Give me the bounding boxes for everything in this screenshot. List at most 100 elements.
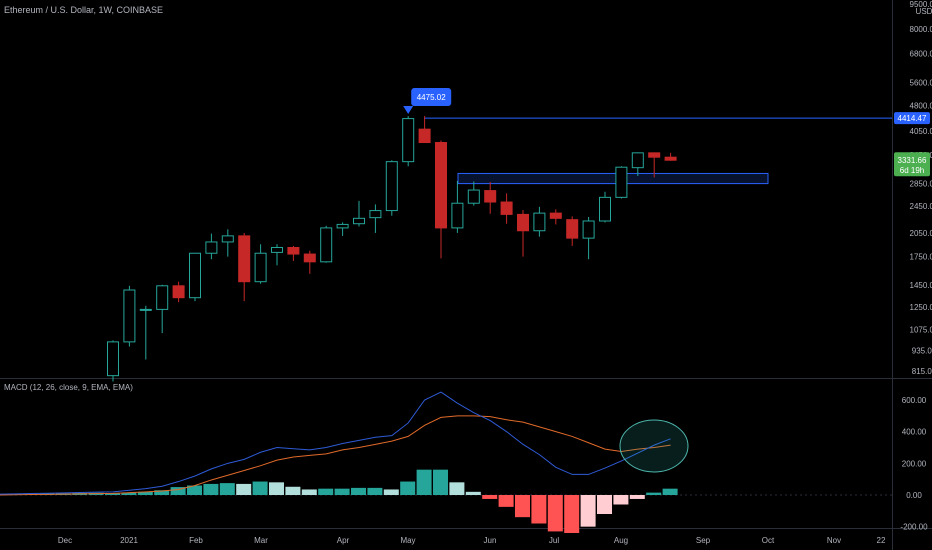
candle-body [402,118,415,163]
high-callout-label: 4475.02 [417,93,446,102]
candle-body [615,166,628,198]
line-price-badge [894,112,930,125]
price-tick-label: 815.00 [912,367,932,376]
histogram-bar [285,486,301,495]
support-zone [457,172,769,185]
histogram-bar [121,492,137,495]
candle-body [631,152,644,169]
time-tick-label: Sep [696,536,711,545]
histogram-bar [433,469,448,495]
price-tick-label: 1075.00 [910,326,932,335]
candle-body [353,217,365,225]
candle-body [320,227,333,263]
line-price-label: 4414.47 [898,114,927,123]
price-tick-label: 1250.00 [910,303,932,312]
histogram-bar [334,488,350,495]
time-tick-label: Mar [254,536,268,545]
candle-body [451,202,464,229]
histogram-bar [498,495,514,507]
candle-body [418,128,431,144]
candle-body [271,246,283,253]
macd-tick-label: 0.00 [906,491,922,500]
candle-body [107,341,119,377]
candle-body [205,241,218,254]
last-price-label: 3331.66 [898,156,927,165]
histogram-bar [203,483,219,495]
candle-body [238,235,251,283]
candle-body [369,210,382,219]
candle-body [221,235,234,243]
histogram-bar [318,488,334,495]
candle-body [156,285,169,310]
histogram-bar [170,487,186,495]
price-tick-label: 2050.00 [910,229,932,238]
candle-body [336,223,349,229]
candle-body [549,212,562,219]
histogram-bar [531,495,547,524]
histogram-bar [137,491,153,495]
price-tick-label: 9500.00 [910,0,932,9]
price-tick-label: 4050.00 [910,127,932,136]
candle-body [566,219,579,239]
histogram-bar [547,495,563,532]
histogram-bar [252,481,268,495]
candle-body [172,285,185,299]
time-tick-label: Oct [762,536,775,545]
time-tick-label: Dec [58,536,72,545]
price-tick-label: 2850.00 [910,180,932,189]
histogram-bar [613,495,629,505]
price-tick-label: 1750.00 [910,253,932,262]
candle-body [582,220,595,239]
histogram-bar [515,495,530,518]
candle-body [664,156,677,161]
price-tick-label: 4800.00 [910,102,932,111]
chart-title: Ethereum / U.S. Dollar, 1W, COINBASE [4,5,164,15]
price-tick-label: 1450.00 [910,281,932,290]
candle-body [484,190,497,203]
histogram-bar [564,495,580,533]
macd-line [0,391,671,495]
histogram-bar [236,483,252,495]
candle-body [435,142,447,229]
histogram-bar [416,469,432,495]
candle-body [500,201,513,215]
macd-tick-label: -200.00 [900,523,928,532]
currency-label: USD [916,7,932,16]
time-tick-label: 22 [877,536,886,545]
candle-body [467,189,480,204]
price-tick-label: 6800.00 [910,49,932,58]
candle-body [254,252,267,283]
callout-pointer [403,106,414,115]
histogram-bar [187,485,202,495]
histogram-bar [400,481,416,495]
macd-tick-label: 400.00 [902,428,927,437]
time-tick-label: May [400,536,415,545]
candle-body [303,253,316,263]
histogram-bar [646,492,662,495]
histogram-bar [154,490,170,495]
candle-body [385,161,398,212]
histogram-bar [219,483,235,495]
countdown-label: 6d 19h [900,166,924,175]
price-tick-label: 2450.00 [910,202,932,211]
price-tick-label: 5600.00 [910,78,932,87]
histogram-bar [449,482,465,495]
candle-body [648,152,661,158]
price-tick-label: 935.00 [912,346,932,355]
candle-body [287,246,300,255]
high-callout [411,88,452,107]
candle-body [533,212,546,232]
candle-body [139,308,152,311]
histogram-bar [383,489,399,495]
price-tick-label: 8000.00 [910,25,932,34]
candle-body [123,289,136,343]
histogram-bar [580,495,596,527]
time-tick-label: Nov [827,536,841,545]
histogram-bar [105,493,120,495]
candle-body [599,196,611,222]
time-tick-label: 2021 [120,536,138,545]
macd-tick-label: 600.00 [902,396,927,405]
highlight-circle [619,419,689,473]
histogram-bar [301,489,317,495]
